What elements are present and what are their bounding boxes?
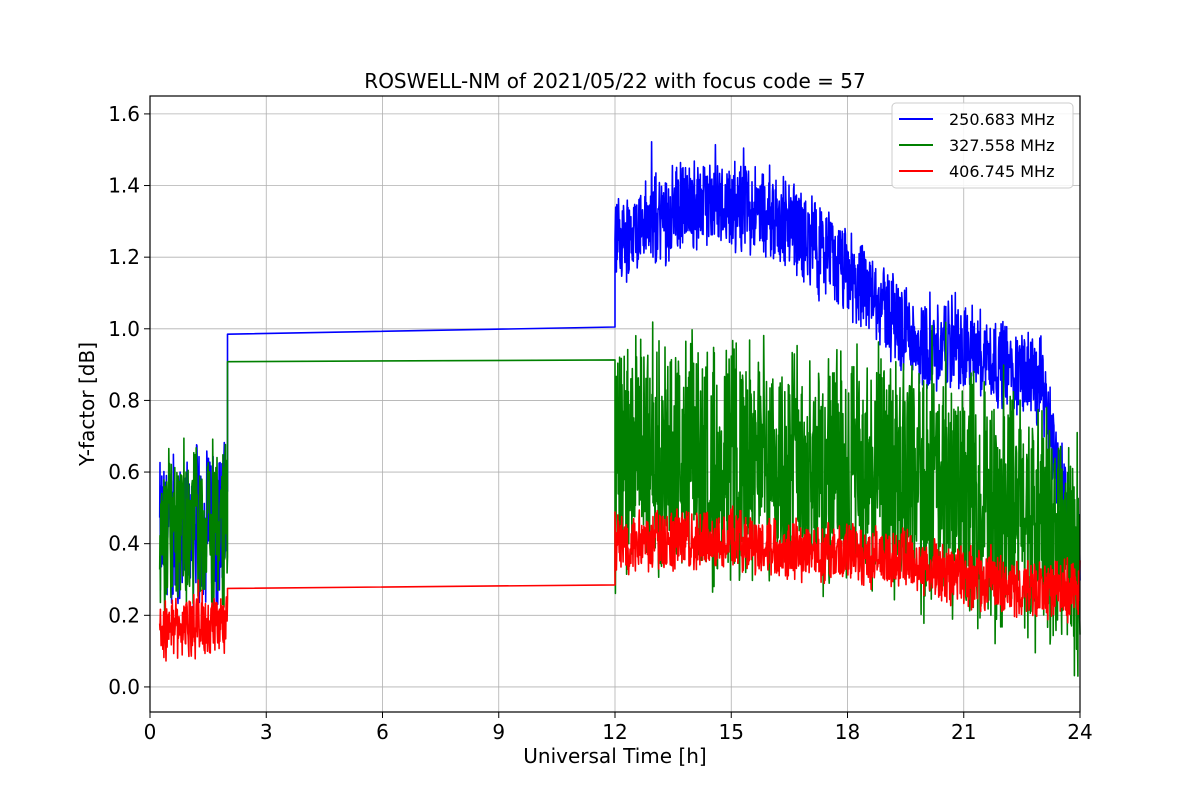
- y-tick-label: 0.0: [108, 675, 140, 699]
- y-tick-label: 1.4: [108, 174, 140, 198]
- legend-label: 406.745 MHz: [949, 162, 1054, 181]
- x-axis-label: Universal Time [h]: [523, 744, 706, 768]
- y-tick-label: 0.6: [108, 460, 140, 484]
- legend-box: [891, 102, 1074, 189]
- legend-label: 250.683 MHz: [949, 110, 1054, 129]
- y-tick-label: 1.6: [108, 102, 140, 126]
- series-line: [158, 141, 1081, 609]
- x-tick-label: 18: [835, 720, 860, 744]
- y-tick-label: 1.2: [108, 245, 140, 269]
- legend: 250.683 MHz 327.558 MHz 406.745 MHz: [891, 102, 1074, 189]
- x-tick-label: 9: [492, 720, 505, 744]
- x-axis: 0 3 6 9 12 15 18 21 24: [144, 712, 1093, 744]
- chart-title: ROSWELL-NM of 2021/05/22 with focus code…: [364, 69, 865, 93]
- y-axis: 0.0 0.2 0.4 0.6 0.8 1.0 1.2 1.4 1.6: [108, 102, 150, 699]
- plot-area: [158, 141, 1081, 677]
- x-tick-label: 21: [951, 720, 976, 744]
- y-tick-label: 1.0: [108, 317, 140, 341]
- x-tick-label: 0: [144, 720, 157, 744]
- y-axis-label: Y-factor [dB]: [75, 342, 99, 467]
- series-line: [158, 505, 1081, 662]
- series-line: [158, 321, 1081, 677]
- legend-label: 327.558 MHz: [949, 136, 1054, 155]
- x-tick-label: 12: [602, 720, 627, 744]
- y-tick-label: 0.8: [108, 388, 140, 412]
- x-tick-label: 24: [1067, 720, 1092, 744]
- x-tick-label: 6: [376, 720, 389, 744]
- x-tick-label: 15: [719, 720, 744, 744]
- x-tick-label: 3: [260, 720, 273, 744]
- y-tick-label: 0.4: [108, 532, 140, 556]
- y-tick-label: 0.2: [108, 603, 140, 627]
